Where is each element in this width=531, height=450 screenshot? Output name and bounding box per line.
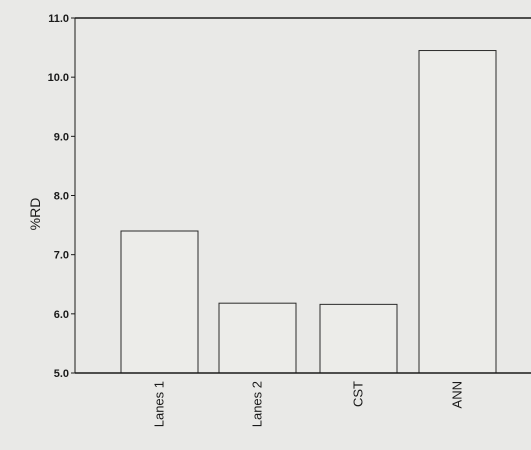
y-tick-label: 5.0 <box>54 368 69 380</box>
plot-area <box>120 50 497 374</box>
bar-cst <box>319 303 398 374</box>
x-tick-label: Lanes 2 <box>250 381 265 427</box>
y-tick-label: 7.0 <box>54 250 69 262</box>
y-axis-title: %RD <box>27 198 43 231</box>
x-tick-label: CST <box>351 381 366 407</box>
y-tick-label: 11.0 <box>48 13 69 25</box>
y-tick-label: 10.0 <box>48 72 69 84</box>
x-tick-label: Lanes 1 <box>152 381 167 427</box>
bar-ann <box>418 50 497 374</box>
axes: 5.0 6.0 7.0 8.0 9.0 10.0 11.0 Lanes 1 Lanes 2 CST… <box>48 13 531 427</box>
y-tick-label: 9.0 <box>54 131 69 143</box>
y-tick-label: 6.0 <box>54 309 69 321</box>
y-tick-label: 8.0 <box>54 191 69 203</box>
x-tick-label: ANN <box>450 381 465 408</box>
bar-lanes-1 <box>120 230 199 374</box>
bar-lanes-2 <box>218 302 297 374</box>
